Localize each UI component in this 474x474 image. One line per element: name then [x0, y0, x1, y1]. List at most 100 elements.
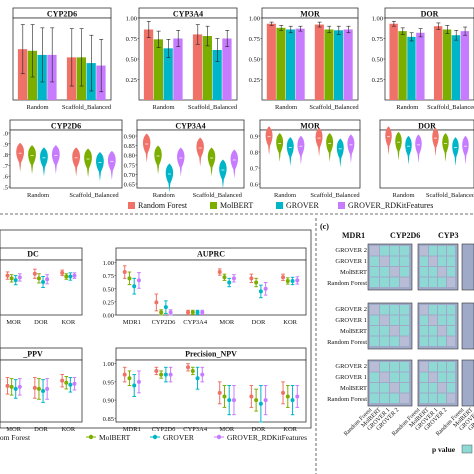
x-tick-label: Scaffold_Balanced	[310, 192, 360, 199]
y-tick-label: 0.75	[372, 36, 383, 43]
violin	[177, 147, 185, 177]
y-tick-label: 0.70	[124, 172, 135, 179]
heatmap-row-label: GROVER 2	[335, 363, 367, 370]
heatmap-cell	[447, 326, 455, 336]
heatmap-cell	[438, 277, 446, 287]
panel-title: MOR	[300, 122, 320, 131]
chart-panels: CYP2D6 Random Scaffold_Balanced CYP3A4 0.25 0…	[0, 7, 474, 433]
heatmap-cell	[420, 326, 428, 336]
data-point	[64, 380, 69, 385]
x-tick-label: DOR	[252, 426, 266, 433]
panel-title: CYP2D6	[51, 122, 81, 131]
heatmap-row-label: Random Forest	[327, 339, 367, 346]
data-point	[190, 368, 195, 373]
heatmap-cell	[370, 256, 379, 266]
heatmap-cell	[380, 305, 389, 315]
data-point	[154, 300, 159, 305]
y-tick-label: 1.00	[126, 16, 137, 23]
y-tick-label: .7	[3, 163, 9, 170]
bar	[398, 31, 407, 100]
violin	[207, 147, 216, 177]
x-tick-label: Random	[27, 192, 49, 199]
y-tick-label: 0.00	[103, 313, 114, 320]
data-point	[290, 398, 295, 403]
data-point	[41, 280, 46, 284]
y-tick-label: 1.00	[103, 361, 114, 368]
heatmap-cell	[400, 383, 409, 393]
bar	[433, 26, 443, 101]
x-tick-label: MOR	[219, 426, 234, 433]
data-point	[281, 390, 286, 395]
bar	[407, 36, 416, 100]
data-point	[45, 386, 50, 391]
chart-violin-cyp2d6: CYP2D6 .0 .9 .8 .7 .6 .5 Random Scaffold_Balance…	[3, 119, 123, 199]
data-point	[68, 382, 73, 387]
data-point	[136, 379, 141, 384]
heatmap-cell	[400, 326, 409, 336]
plot-area	[115, 259, 307, 316]
bar	[343, 29, 353, 101]
legend-label: GROVER	[163, 433, 194, 442]
heatmap-cell	[370, 246, 379, 256]
data-point	[159, 310, 164, 315]
violin	[276, 133, 284, 163]
heatmap-cell	[420, 362, 428, 372]
heatmap-cell	[429, 372, 437, 382]
heatmap-cell	[429, 267, 437, 277]
data-point	[5, 273, 10, 278]
legend-swatch	[128, 202, 135, 209]
y-tick-label: 0.75	[126, 36, 137, 43]
heatmap-cell	[447, 246, 455, 256]
data-point	[190, 310, 195, 315]
bar	[202, 36, 212, 100]
heatmap-cell	[420, 267, 428, 277]
heatmap-cell	[370, 393, 379, 403]
heatmap-cell	[400, 393, 409, 403]
chart-bar-cyp2d6: CYP2D6 Random Scaffold_Balanced	[12, 7, 112, 111]
bar	[192, 34, 203, 100]
data-point	[32, 271, 37, 276]
violin	[347, 134, 355, 164]
violin	[16, 142, 25, 172]
chart-scatter-precision-npv: Precision_NPV 0.85 0.90 0.95 1.00 MDR1 CYP2D6 C…	[103, 347, 307, 433]
heatmap-cell	[438, 305, 446, 315]
x-tick-label: Scaffold_Balanced	[309, 104, 359, 111]
heatmap-column-title: MDR1	[342, 231, 365, 240]
violin	[395, 131, 402, 161]
data-point	[222, 394, 227, 399]
x-tick-label: Scaffold_Balanced	[69, 192, 119, 199]
heatmap-cell	[438, 362, 446, 372]
legend-marker	[88, 434, 94, 440]
chart-bar-mor: MOR 0.25 0.50 0.75 1.00 Random Scaffold_Balanc…	[249, 7, 359, 111]
heatmap-cell	[390, 315, 399, 325]
y-tick-label: 0.25	[372, 77, 383, 84]
data-point	[285, 278, 290, 283]
data-point	[227, 280, 232, 285]
heatmap-cell	[400, 246, 409, 256]
pvalue-heatmap-panel: (c) MDR1 CYP2D6 CYP3 GROVER 2 GROVER 1 MolBER…	[320, 222, 474, 454]
heatmap-cell	[370, 383, 379, 393]
heatmap-block-partial	[461, 359, 474, 407]
data-point	[60, 378, 65, 383]
data-point	[263, 398, 268, 403]
data-point	[9, 384, 14, 389]
heatmap-cell	[438, 383, 446, 393]
bar	[173, 38, 183, 100]
x-tick-label: Random	[26, 104, 48, 111]
data-point	[254, 280, 259, 285]
heatmap-cell	[438, 246, 446, 256]
heatmap-cell	[370, 267, 379, 277]
data-point	[132, 284, 137, 289]
data-point	[285, 394, 290, 399]
plot-area	[9, 129, 123, 189]
heatmap-cell	[400, 267, 409, 277]
heatmap-cell	[390, 393, 399, 403]
heatmap-cell	[429, 336, 437, 346]
y-tick-label: 1.00	[249, 16, 260, 23]
heatmap-cell	[390, 246, 399, 256]
legend-bottom: andom Forest MolBERT GROVER GROVER_RDKitFea…	[0, 433, 307, 442]
data-point	[122, 372, 127, 377]
plot-area	[379, 129, 474, 189]
heatmap-cell	[390, 256, 399, 266]
heatmap-row-label: GROVER 1	[335, 374, 367, 381]
